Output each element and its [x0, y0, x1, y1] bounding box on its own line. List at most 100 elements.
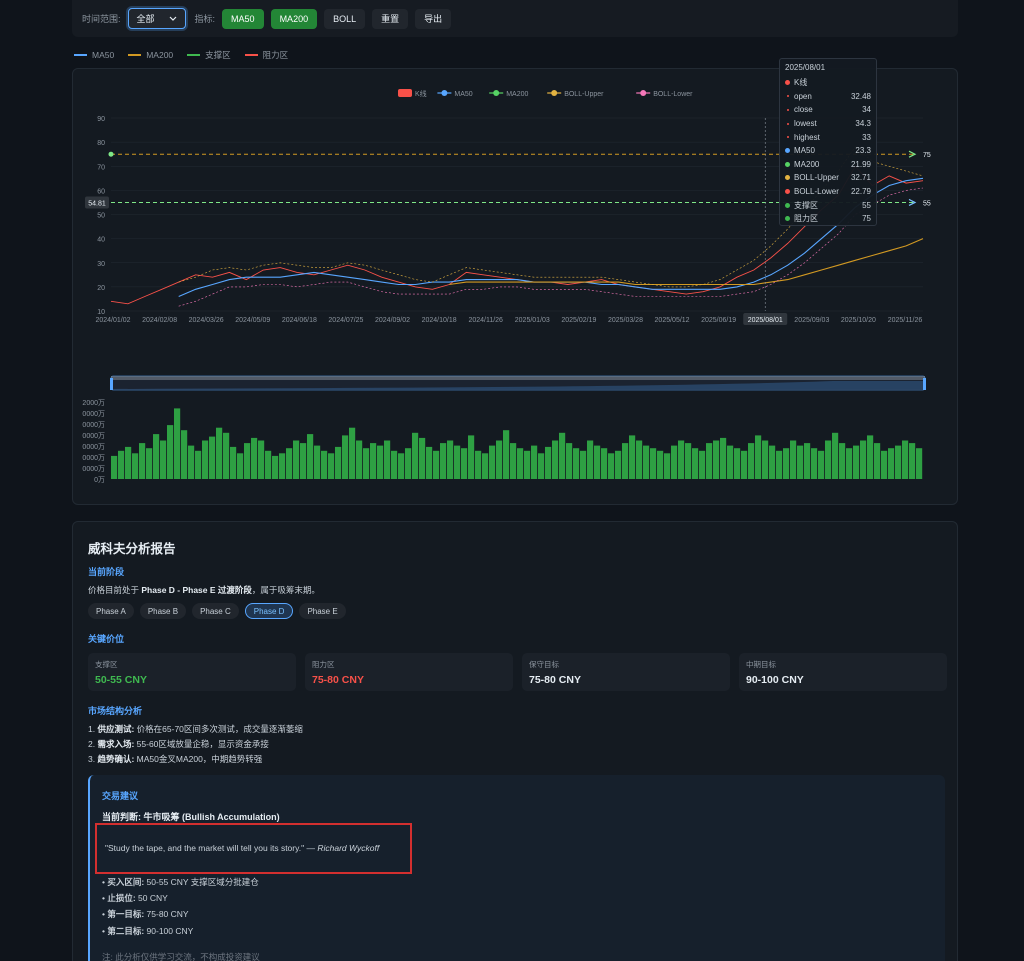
- ma50-button[interactable]: MA50: [222, 8, 264, 29]
- volume-bar: [839, 443, 846, 479]
- volume-bar: [300, 443, 307, 479]
- volume-bar: [230, 446, 237, 479]
- structure-item: 1. 供应测试: 价格在65-70区间多次测试，成交量逐渐萎缩: [88, 723, 303, 735]
- advice-judgement: 当前判断: 牛市吸筹 (Bullish Accumulation): [102, 812, 280, 822]
- tooltip-key-label: highest: [794, 132, 820, 142]
- volume-bar: [426, 446, 433, 479]
- volume-bar: [209, 436, 216, 479]
- advice-item-bold: 第一目标:: [107, 909, 145, 920]
- price-chart[interactable]: K线 MA50 MA200 BOLL-Upper BOLL-Lower 90 80 70 60 5…: [73, 69, 959, 506]
- x-tick-label: 2025/08/01: [748, 317, 783, 324]
- volume-bar: [762, 440, 769, 479]
- current-phase-title: 当前阶段: [88, 567, 125, 577]
- export-button[interactable]: 导出: [415, 8, 452, 29]
- tooltip-value: 34: [862, 105, 871, 115]
- volume-bar: [545, 446, 552, 479]
- volume-bar: [503, 430, 510, 479]
- legend-swatch: [244, 54, 258, 56]
- volume-bar: [818, 450, 825, 479]
- structure-bold: 需求入场:: [97, 739, 135, 749]
- series-dot: [786, 122, 789, 125]
- phase-b-tab[interactable]: Phase B: [139, 603, 187, 619]
- volume-bar: [895, 445, 902, 479]
- range-select[interactable]: 全部: [127, 8, 186, 29]
- advice-item-text: 90-100 CNY: [144, 925, 194, 936]
- crosshair-y-label: 54.81: [88, 200, 106, 207]
- key-levels-title: 关键价位: [88, 634, 125, 644]
- phase-a-tab[interactable]: Phase A: [88, 603, 134, 619]
- crosshair-y-badge: [85, 196, 109, 209]
- volume-bar: [517, 448, 524, 479]
- volume-bar: [755, 435, 762, 479]
- volume-bar: [132, 453, 139, 479]
- series-dot: [785, 216, 790, 222]
- ma200-button[interactable]: MA200: [270, 8, 318, 29]
- legend-marker: [493, 90, 500, 96]
- volume-bar: [853, 445, 860, 479]
- card-value: 90-100 CNY: [746, 674, 804, 686]
- structure-bold: 供应测试:: [97, 724, 135, 734]
- volume-y-tick-label: 0000万: [82, 421, 105, 429]
- volume-bar: [293, 440, 300, 479]
- boll-button[interactable]: BOLL: [324, 8, 366, 29]
- chart-tooltip: 2025/08/01 K线 open 32.48 close 34 lowest 34.3…: [779, 58, 877, 226]
- card-value: 75-80 CNY: [312, 674, 364, 686]
- volume-bar: [384, 440, 391, 479]
- volume-bar: [153, 434, 160, 479]
- volume-bar: [643, 445, 650, 479]
- tooltip-title-row: K线: [785, 76, 871, 90]
- advice-item-text: 50 CNY: [135, 893, 168, 904]
- x-tick-label: 2025/10/20: [841, 317, 876, 324]
- volume-bar: [244, 443, 251, 479]
- phase-e-tab[interactable]: Phase E: [299, 603, 346, 619]
- structure-bold: 趋势确认:: [97, 754, 135, 764]
- volume-y-tick-label: 0000万: [82, 432, 105, 440]
- card-value: 75-80 CNY: [529, 674, 581, 686]
- legend-swatch: [398, 89, 412, 97]
- chart-legend-label: BOLL-Lower: [653, 91, 693, 98]
- volume-bar: [713, 440, 720, 479]
- x-tick-label: 2024/03/26: [189, 317, 224, 324]
- structure-text: 55-60区域放量企稳，显示资金承接: [134, 739, 269, 749]
- phase-c-tab[interactable]: Phase C: [192, 603, 239, 619]
- indicator-label: 指标:: [194, 14, 216, 24]
- x-tick-label: 2025/03/28: [608, 317, 643, 324]
- volume-bar: [692, 448, 699, 479]
- advice-item-bold: 止损位:: [107, 893, 136, 904]
- structure-title: 市场结构分析: [88, 706, 143, 716]
- tooltip-row: open 32.48: [785, 90, 871, 104]
- volume-bar: [524, 450, 531, 479]
- tooltip-row: close 34: [785, 103, 871, 117]
- volume-bar: [601, 448, 608, 479]
- legend-marker: [551, 90, 558, 96]
- volume-bar: [398, 453, 405, 479]
- volume-bar: [573, 448, 580, 479]
- zoom-handle-left: [110, 378, 113, 390]
- x-tick-label: 2025/02/19: [561, 317, 596, 324]
- volume-bar: [258, 440, 265, 479]
- series-dot: [785, 80, 790, 86]
- volume-bar: [734, 448, 741, 479]
- reset-button[interactable]: 重置: [372, 8, 409, 29]
- volume-bar: [832, 432, 839, 479]
- volume-bar: [251, 437, 258, 479]
- volume-bar: [342, 435, 349, 479]
- volume-bar: [902, 440, 909, 479]
- volume-bar: [272, 455, 279, 479]
- tooltip-key: lowest: [785, 119, 817, 128]
- volume-bar: [412, 432, 419, 479]
- advice-item: • 止损位: 50 CNY: [102, 893, 168, 904]
- chart-legend-label: MA200: [506, 91, 528, 98]
- volume-bar: [307, 434, 314, 479]
- volume-bar: [475, 450, 482, 479]
- volume-y-tick-label: 0000万: [82, 454, 105, 462]
- volume-bar: [139, 443, 146, 479]
- x-tick-label: 2025/11/26: [888, 317, 923, 324]
- advice-item-bold: 第二目标:: [107, 925, 145, 936]
- y-tick-label: 30: [97, 261, 105, 268]
- phase-d-tab[interactable]: Phase D: [244, 603, 294, 619]
- volume-bar: [391, 450, 398, 479]
- volume-bar: [328, 453, 335, 479]
- tooltip-row: 阻力区 75: [785, 212, 871, 226]
- chart-legend-label: K线: [415, 89, 427, 98]
